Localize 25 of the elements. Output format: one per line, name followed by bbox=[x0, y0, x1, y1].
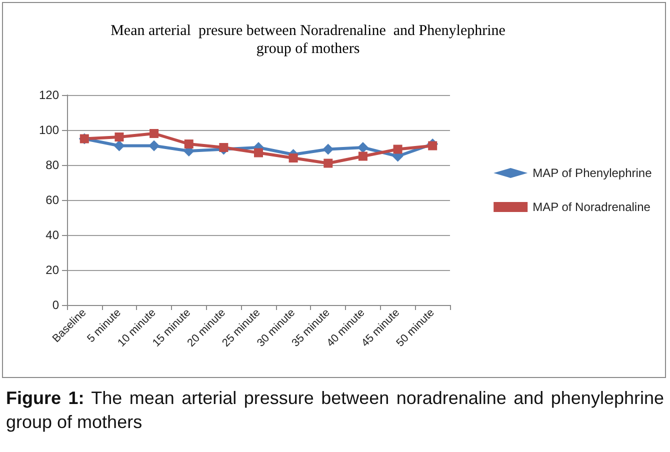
y-tick-label: 20 bbox=[46, 263, 60, 277]
point bbox=[254, 148, 263, 158]
y-tick-label: 60 bbox=[46, 193, 60, 207]
point bbox=[357, 142, 368, 153]
point bbox=[288, 154, 298, 162]
y-tick-label: 120 bbox=[38, 88, 60, 102]
y-tick-label: 0 bbox=[52, 298, 60, 312]
point bbox=[324, 158, 333, 168]
point bbox=[219, 143, 228, 152]
y-tick-label: 80 bbox=[46, 158, 60, 172]
y-tick-label: 40 bbox=[46, 228, 60, 242]
caption: Figure 1: The mean arterial pressure between noradrenaline and phenylephrine group of mothers bbox=[6, 387, 664, 434]
point bbox=[148, 140, 160, 152]
legend-label: MAP of Noradrenaline bbox=[532, 200, 651, 214]
point bbox=[114, 132, 124, 142]
y-tick-label: 100 bbox=[38, 123, 60, 137]
point bbox=[358, 152, 368, 161]
point bbox=[114, 140, 125, 152]
point bbox=[393, 144, 402, 154]
point bbox=[184, 140, 194, 148]
legend-label: MAP of Phenylephrine bbox=[532, 166, 652, 180]
point bbox=[150, 129, 159, 138]
point bbox=[428, 141, 438, 150]
chart-title: Mean arterial presure between Noradrenaline and Phenylephrine group of mothers bbox=[110, 23, 506, 57]
point bbox=[322, 144, 334, 155]
